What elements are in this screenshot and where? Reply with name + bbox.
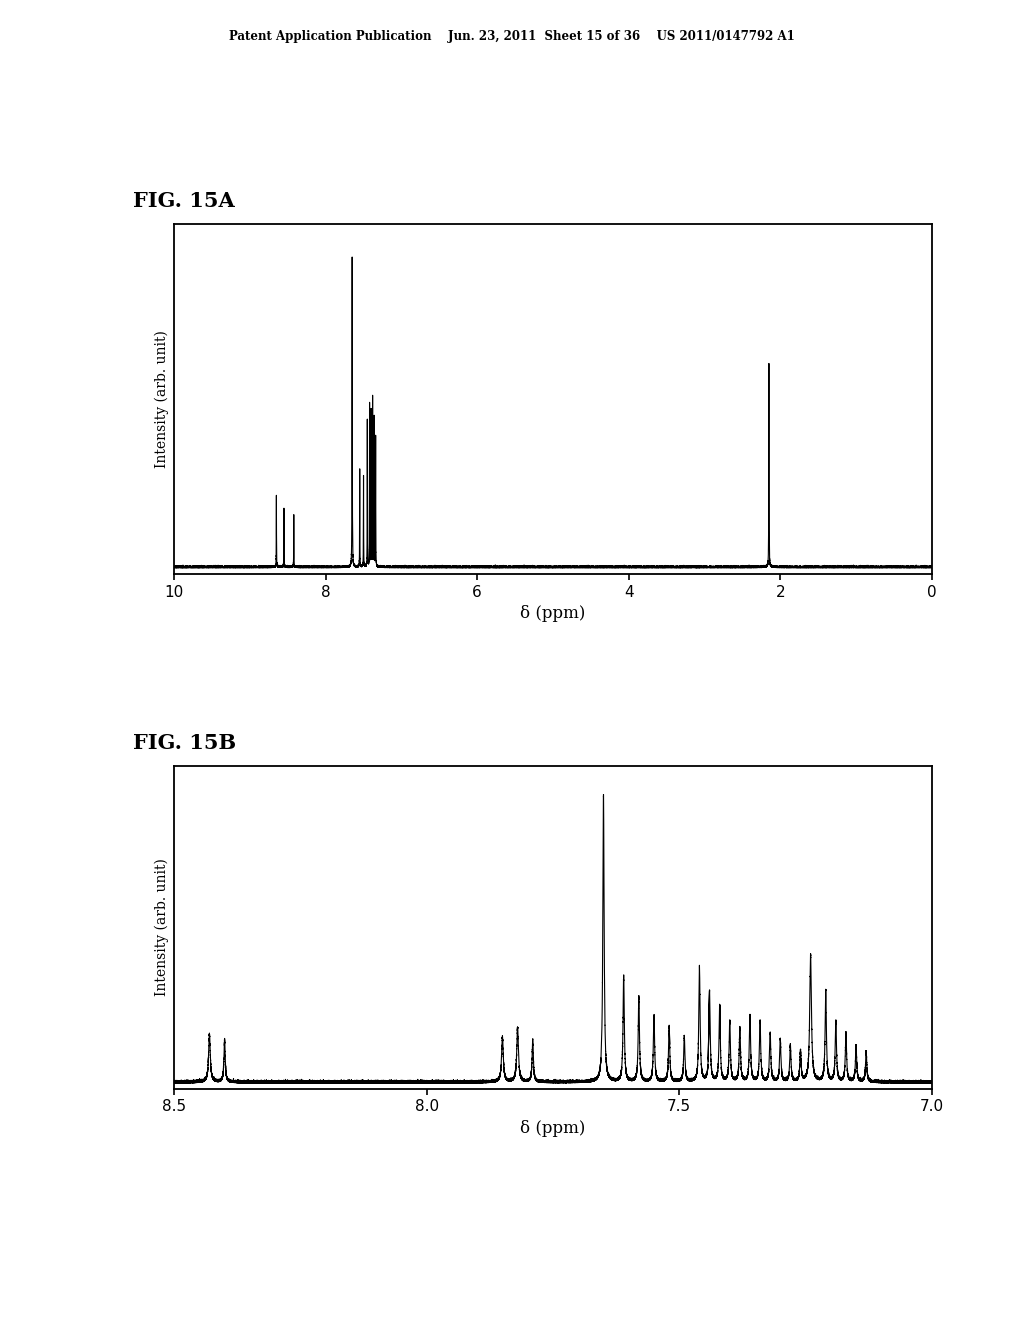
Y-axis label: Intensity (arb. unit): Intensity (arb. unit) [155,858,169,997]
Text: FIG. 15A: FIG. 15A [133,191,234,211]
Text: Patent Application Publication    Jun. 23, 2011  Sheet 15 of 36    US 2011/01477: Patent Application Publication Jun. 23, … [229,30,795,44]
Y-axis label: Intensity (arb. unit): Intensity (arb. unit) [155,330,169,469]
X-axis label: δ (ppm): δ (ppm) [520,1119,586,1137]
Text: FIG. 15B: FIG. 15B [133,733,237,752]
X-axis label: δ (ppm): δ (ppm) [520,605,586,622]
